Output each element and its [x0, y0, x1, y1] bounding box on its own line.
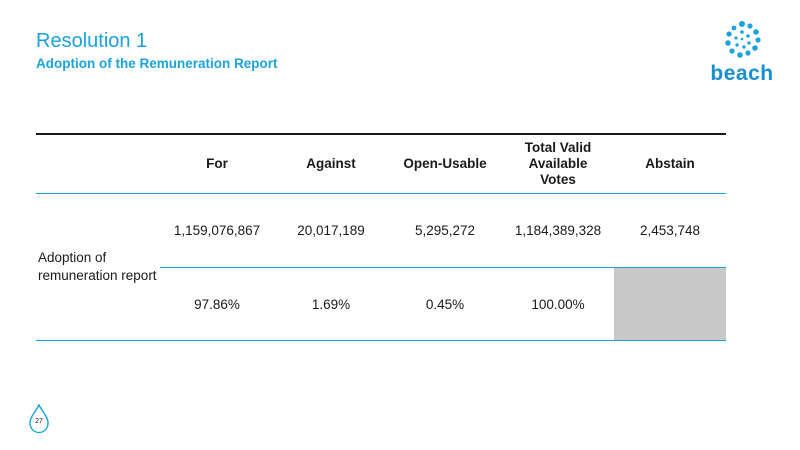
- header-total-valid: Total Valid Available Votes: [524, 140, 592, 187]
- slide-subtitle: Adoption of the Remuneration Report: [36, 56, 278, 71]
- page-number: 27: [35, 418, 43, 425]
- beach-logo: beach: [702, 18, 782, 88]
- page-number-badge: 27: [28, 403, 50, 434]
- header-against: Against: [306, 156, 356, 171]
- percent-open-usable: 0.45%: [425, 296, 465, 312]
- header-abstain: Abstain: [645, 156, 695, 171]
- votes-for: 1,159,076,867: [173, 223, 261, 238]
- percent-for: 97.86%: [194, 296, 240, 312]
- table-middle-rule: [160, 267, 726, 268]
- votes-abstain: 2,453,748: [639, 223, 701, 238]
- votes-against: 20,017,189: [297, 223, 365, 238]
- percent-abstain: [614, 268, 726, 340]
- votes-open-usable: 5,295,272: [414, 223, 476, 238]
- logo-wordmark: beach: [710, 62, 774, 85]
- droplet-icon: [29, 403, 49, 434]
- percent-total-valid: 100.00%: [531, 296, 585, 312]
- table-bottom-rule: [36, 340, 726, 341]
- row-label: Adoption of remuneration report: [38, 250, 157, 283]
- slide-title: Resolution 1: [36, 30, 148, 52]
- table-top-rule: [36, 133, 726, 135]
- abstain-percent-shaded-cell: [614, 268, 726, 340]
- header-for: For: [206, 156, 228, 171]
- header-open-usable: Open-Usable: [403, 156, 487, 171]
- percent-against: 1.69%: [311, 296, 351, 312]
- table-header-rule: [36, 193, 726, 194]
- beach-swirl-icon: [725, 21, 761, 58]
- votes-total-valid: 1,184,389,328: [514, 223, 602, 238]
